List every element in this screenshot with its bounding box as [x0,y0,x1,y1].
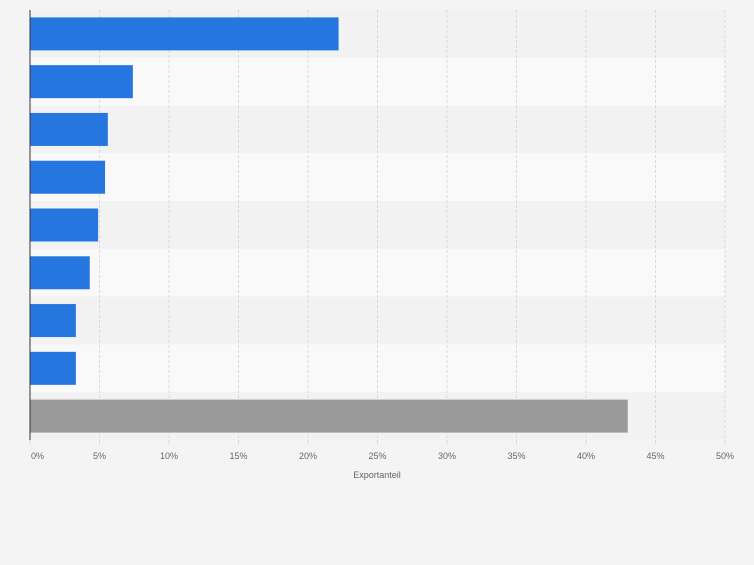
x-tick-label: 0% [31,451,44,461]
bar [30,351,76,385]
bar [30,17,339,51]
bar [30,160,106,194]
bar [30,65,133,99]
x-tick-label: 15% [229,451,247,461]
x-tick-label: 10% [160,451,178,461]
bar [30,304,76,338]
bars [30,17,628,433]
bar [30,399,628,433]
x-axis-label: Exportanteil [353,470,401,480]
x-tick-labels: 0% 5% 10% 15% 20% 25% 30% 35% 40% 45% 50% [29,440,734,461]
x-tick-label: 5% [93,451,106,461]
x-tick-label: 45% [646,451,664,461]
x-tick-label: 30% [438,451,456,461]
bar [30,112,108,146]
x-tick-label: 50% [716,451,734,461]
x-tick-label: 25% [368,451,386,461]
x-tick-label: 20% [299,451,317,461]
x-tick-label: 35% [507,451,525,461]
bar [30,256,90,290]
x-tick-label: 40% [577,451,595,461]
bar [30,208,99,242]
